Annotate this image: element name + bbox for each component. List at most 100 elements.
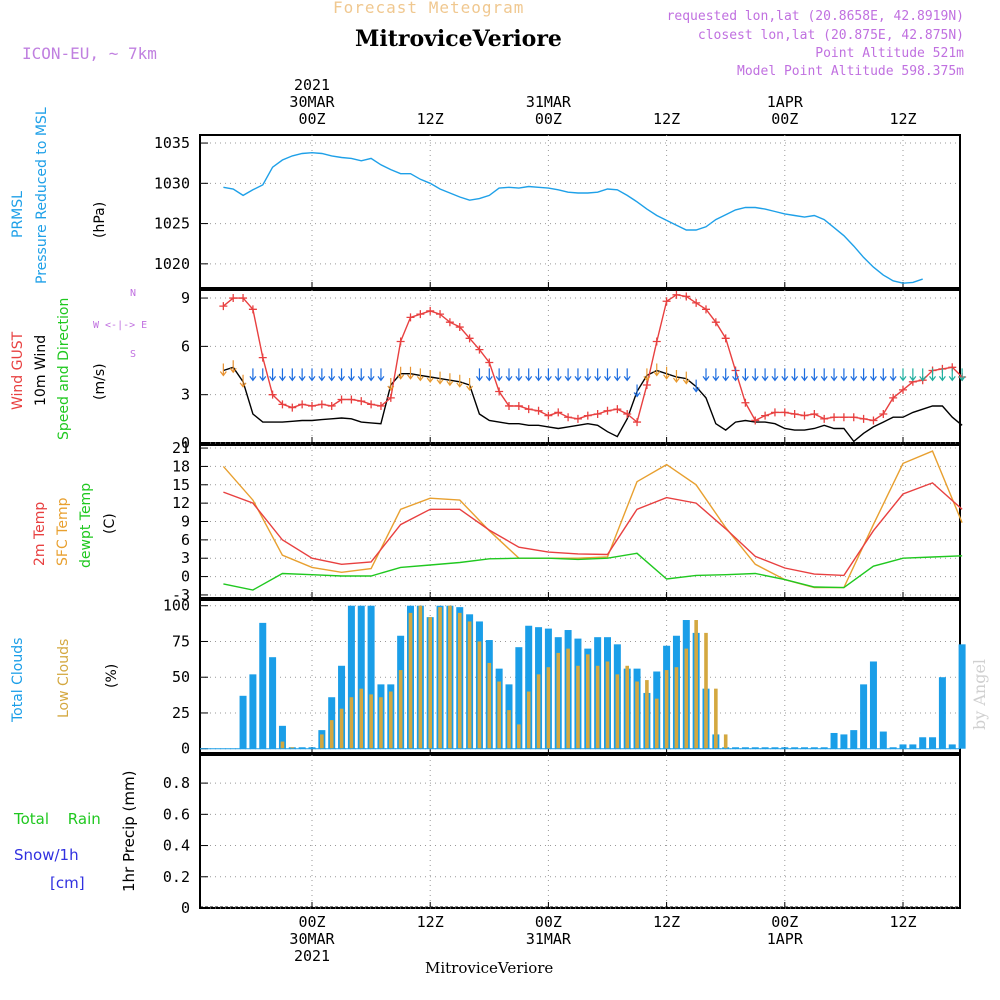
y-tick-label: 3 [181, 549, 190, 567]
wind-direction-arrow [318, 368, 326, 382]
wind-direction-arrow [475, 368, 483, 382]
wind-direction-arrow [722, 368, 730, 382]
wind-direction-arrow [278, 368, 286, 382]
total-cloud-bar [278, 725, 286, 749]
wind-direction-arrow [830, 368, 838, 382]
wind-direction-arrow [682, 371, 690, 385]
low-cloud-bar [615, 674, 620, 749]
wind-direction-arrow [761, 368, 769, 382]
wind-gust-point [376, 401, 385, 410]
wind-gust-point [702, 305, 710, 314]
wind-direction-arrow [702, 368, 710, 382]
wind-gust-point [780, 408, 789, 417]
wind-gust-point [367, 400, 376, 409]
wind-gust-point [849, 413, 858, 422]
low-cloud-bar [704, 632, 708, 749]
total-cloud-bar [840, 734, 848, 749]
low-cloud-bar [438, 607, 442, 749]
wind-gust-point [573, 414, 582, 423]
bottom-time-label: 30MAR [289, 930, 335, 948]
wind-direction-arrow [229, 360, 237, 374]
wind-gust-line [222, 294, 963, 424]
snow-label: Snow/1h [14, 846, 79, 864]
wind-direction-arrow [288, 368, 296, 382]
total-cloud-bar [515, 647, 523, 749]
wind-gust-point [426, 306, 435, 315]
wind-gust-point [564, 413, 573, 422]
wind-gust-point [534, 406, 543, 415]
low-cloud-bar [457, 612, 462, 749]
wind-direction-arrow [525, 368, 533, 382]
top-time-label: 12Z [416, 110, 444, 128]
bottom-time-label: 12Z [416, 913, 444, 931]
bottom-time-label: 1APR [766, 930, 803, 948]
total-cloud-bar [869, 661, 877, 749]
y-tick-label: 15 [172, 476, 190, 494]
wind-gust-point [347, 395, 356, 404]
wind-direction-arrow [219, 363, 227, 377]
y-tick-label: 0.4 [163, 837, 190, 855]
wind-gust-point [741, 398, 750, 407]
wind-direction-arrow [899, 368, 907, 382]
wind-gust-point [436, 310, 445, 319]
wind-gust-point [248, 305, 257, 314]
wind-direction-arrow [544, 368, 552, 382]
wind-direction-arrow [554, 368, 562, 382]
wind-direction-arrow [367, 368, 375, 382]
wind-gust-point [524, 405, 533, 414]
total-cloud-bar [889, 747, 897, 749]
low-cloud-bar [448, 605, 452, 749]
low-cloud-bar [418, 605, 423, 749]
total-cloud-bar [338, 665, 346, 749]
wind-direction-arrow [909, 368, 917, 382]
wind-gust-point [692, 298, 701, 307]
total-cloud-bar [259, 622, 267, 749]
wind-gust-point [869, 416, 878, 425]
wind-direction-arrow [249, 368, 257, 382]
top-time-label: 12Z [889, 110, 917, 128]
wind-direction-arrow [643, 368, 651, 382]
wind-direction-arrow [801, 368, 808, 382]
snow-unit-label: [cm] [50, 874, 85, 892]
total-cloud-bar [781, 747, 789, 749]
wind-direction-arrow [938, 368, 946, 382]
wind-gust-point [357, 397, 366, 406]
wind-direction-arrow [357, 368, 365, 382]
wind-gust-point [445, 318, 454, 327]
low-cloud-bar [635, 681, 639, 749]
wind-direction-arrow [623, 368, 631, 382]
wind-gust-point [455, 323, 464, 332]
total-cloud-bar [929, 737, 937, 749]
bottom-time-label: 00Z [771, 913, 799, 931]
wind-direction-arrow [436, 371, 444, 385]
low-cloud-bar [487, 662, 492, 749]
low-cloud-bar [398, 670, 403, 749]
wind-direction-arrow [594, 368, 602, 382]
total-cloud-bar [850, 730, 858, 749]
y-tick-label: 3 [181, 386, 190, 404]
wind-direction-arrow [840, 368, 848, 382]
total-cloud-bar [525, 625, 533, 749]
wind-gust-point [800, 411, 809, 420]
wind-gust-point [554, 408, 563, 417]
bottom-time-label: 12Z [653, 913, 681, 931]
compass-north: N [130, 288, 137, 299]
wind-gust-point [899, 385, 907, 394]
y-tick-label: 1020 [154, 255, 190, 273]
wind-direction-arrow [860, 368, 868, 382]
sfc-temp-line [222, 450, 963, 589]
y-tick-label: 9 [181, 289, 190, 307]
wind-direction-arrow [958, 368, 966, 382]
total-cloud-bar [751, 747, 759, 749]
wind-direction-arrow [771, 368, 779, 382]
top-time-label: 00Z [534, 110, 562, 128]
low-cloud-bar [684, 648, 689, 749]
low-cloud-bar [586, 654, 590, 749]
wind-direction-arrow [456, 374, 464, 388]
wind-gust-point [327, 401, 336, 410]
total-cloud-bar [909, 744, 917, 749]
y-tick-label: 1025 [154, 215, 190, 233]
wind-direction-arrow [407, 366, 414, 380]
total-cloud-bar [938, 677, 946, 749]
wind-direction-arrow [810, 368, 818, 382]
